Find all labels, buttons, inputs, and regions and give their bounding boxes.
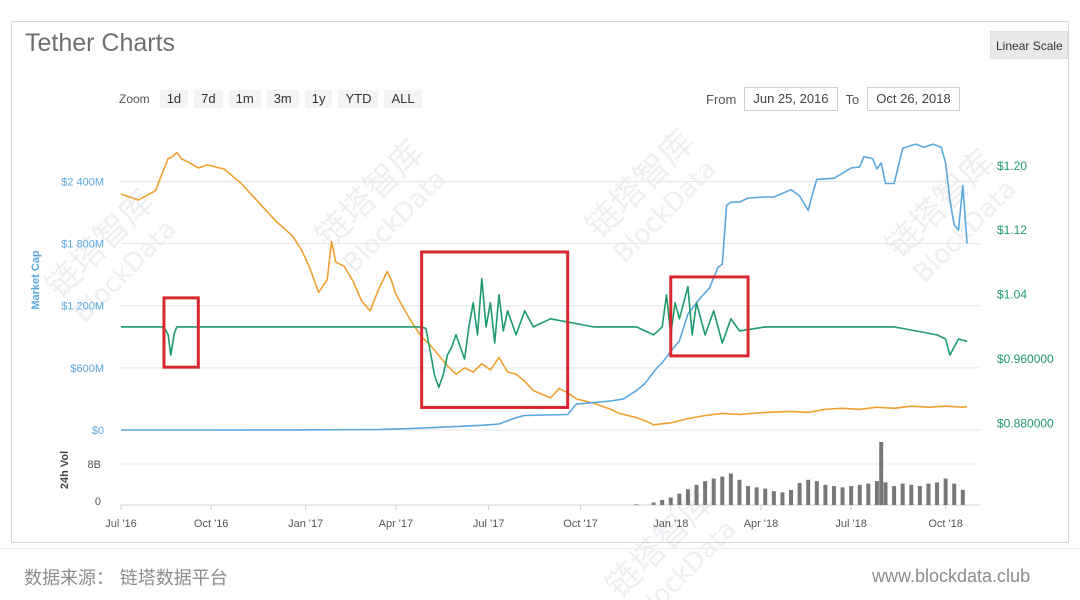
linear-scale-button[interactable]: Linear Scale bbox=[990, 31, 1068, 59]
zoom-label: Zoom bbox=[119, 92, 150, 106]
volume-axis-title: 24h Vol bbox=[59, 451, 71, 489]
market-cap-line bbox=[121, 143, 968, 431]
left-tick-label: $2 400M bbox=[61, 176, 104, 188]
volume-bar bbox=[720, 476, 725, 505]
volume-bar bbox=[857, 484, 862, 505]
highlight-box bbox=[420, 250, 570, 409]
volume-tick-label: 8B bbox=[88, 459, 101, 471]
volume-bar bbox=[909, 484, 914, 505]
volume-bar bbox=[789, 489, 794, 505]
volume-bar bbox=[711, 478, 716, 505]
volume-bar bbox=[763, 488, 768, 505]
x-tick-label: Jul '16 bbox=[105, 518, 136, 530]
price-btc-line bbox=[120, 151, 968, 426]
left-tick-label: $0 bbox=[92, 425, 104, 437]
right-tick-label: $1.04 bbox=[997, 288, 1027, 302]
volume-bar bbox=[814, 481, 819, 505]
zoom-1d-button[interactable]: 1d bbox=[159, 90, 189, 108]
volume-bar bbox=[797, 482, 802, 505]
zoom-3m-button[interactable]: 3m bbox=[266, 90, 299, 108]
x-tick-label: Jan '17 bbox=[288, 518, 323, 530]
footer-divider bbox=[0, 548, 1080, 549]
x-tick-label: Jul '18 bbox=[835, 518, 866, 530]
volume-bar bbox=[823, 484, 828, 505]
volume-bar bbox=[840, 487, 845, 505]
x-tick-label: Jul '17 bbox=[473, 518, 504, 530]
volume-bar bbox=[935, 482, 940, 505]
volume-bar bbox=[892, 486, 897, 505]
volume-bar bbox=[703, 481, 708, 505]
to-label: To bbox=[845, 91, 860, 107]
right-tick-label: $0.880000 bbox=[997, 417, 1054, 431]
from-label: From bbox=[706, 91, 737, 107]
to-date-input[interactable]: Oct 26, 2018 bbox=[867, 87, 960, 111]
right-tick-label: $0.960000 bbox=[997, 352, 1054, 366]
volume-bar bbox=[900, 483, 905, 505]
x-tick-label: Oct '17 bbox=[563, 518, 598, 530]
footer-source: 数据来源： 链塔数据平台 bbox=[24, 568, 228, 589]
volume-tick-label: 0 bbox=[95, 496, 101, 508]
volume-bar bbox=[943, 478, 948, 505]
chart-frame bbox=[11, 21, 1069, 543]
volume-bar bbox=[746, 486, 751, 505]
volume-bar bbox=[849, 486, 854, 505]
volume-bar bbox=[754, 487, 759, 505]
highlight-box bbox=[162, 296, 200, 369]
from-date-input[interactable]: Jun 25, 2016 bbox=[744, 87, 838, 111]
zoom-1m-button[interactable]: 1m bbox=[228, 90, 261, 108]
volume-bar bbox=[634, 504, 639, 505]
volume-bar bbox=[660, 499, 665, 505]
volume-bar bbox=[737, 479, 742, 505]
zoom-1y-button[interactable]: 1y bbox=[304, 90, 333, 108]
x-tick-label: Apr '18 bbox=[744, 518, 779, 530]
volume-bar bbox=[780, 492, 785, 505]
volume-bar bbox=[771, 491, 776, 505]
highlight-box bbox=[669, 275, 750, 358]
page-title: Tether Charts bbox=[25, 29, 176, 57]
volume-bar bbox=[883, 482, 888, 505]
x-tick-label: Oct '18 bbox=[928, 518, 963, 530]
left-tick-label: $600M bbox=[70, 363, 104, 375]
series-layer bbox=[120, 143, 968, 505]
volume-bar bbox=[694, 484, 699, 505]
date-range: From Jun 25, 2016 To Oct 26, 2018 bbox=[706, 87, 968, 111]
volume-bar bbox=[917, 486, 922, 505]
volume-bar bbox=[874, 481, 879, 505]
zoom-controls: Zoom 1d 7d 1m 3m 1y YTD ALL bbox=[119, 90, 428, 108]
footer-site: www.blockdata.club bbox=[872, 566, 1031, 586]
highlight-boxes bbox=[162, 250, 750, 409]
grid-lines bbox=[121, 180, 980, 506]
volume-bar bbox=[960, 489, 965, 505]
left-tick-label: $1 200M bbox=[61, 301, 104, 313]
volume-bar bbox=[728, 473, 733, 505]
right-tick-label: $1.12 bbox=[997, 223, 1027, 237]
zoom-all-button[interactable]: ALL bbox=[384, 90, 422, 108]
x-tick-label: Jan '18 bbox=[653, 518, 688, 530]
volume-bar bbox=[651, 502, 656, 505]
volume-bar bbox=[879, 442, 884, 505]
axis-labels: $0 $600M $1 200M $1 800M $2 400M $0.880000 $0.… bbox=[30, 159, 1054, 530]
volume-bar bbox=[685, 489, 690, 505]
volume-bar bbox=[952, 483, 957, 505]
x-tick-label: Oct '16 bbox=[194, 518, 229, 530]
left-tick-label: $1 800M bbox=[61, 239, 104, 251]
x-tick-label: Apr '17 bbox=[379, 518, 414, 530]
volume-bar bbox=[866, 483, 871, 505]
left-axis-title: Market Cap bbox=[30, 250, 42, 310]
volume-bar bbox=[831, 486, 836, 505]
zoom-ytd-button[interactable]: YTD bbox=[338, 90, 379, 108]
volume-bar bbox=[926, 483, 931, 505]
volume-bar bbox=[806, 479, 811, 505]
volume-bar bbox=[677, 493, 682, 505]
right-tick-label: $1.20 bbox=[997, 159, 1027, 173]
volume-bar bbox=[668, 497, 673, 505]
zoom-7d-button[interactable]: 7d bbox=[194, 90, 223, 108]
price-usd-line bbox=[121, 277, 968, 389]
